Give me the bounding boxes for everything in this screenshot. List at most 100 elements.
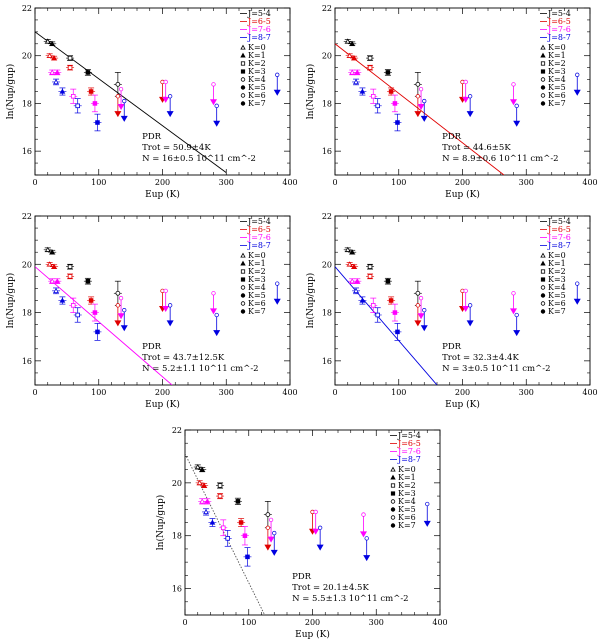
data-point <box>199 466 206 472</box>
data-point <box>201 482 208 488</box>
legend-label: J=5-4 <box>397 431 421 440</box>
data-point <box>67 274 73 279</box>
upper-limit-arrow <box>117 104 125 111</box>
fit-annotation: Trot = 50.9±4K <box>142 143 211 153</box>
y-tick-label: 16 <box>22 147 32 156</box>
legend-symbol-label: K=0 <box>398 465 416 474</box>
data-point <box>346 52 353 58</box>
data-point <box>359 297 366 303</box>
upper-limit-arrow <box>120 325 128 332</box>
data-point <box>95 329 100 335</box>
x-axis-title: Eup (K) <box>445 399 480 410</box>
x-tick-label: 100 <box>391 388 406 397</box>
upper-limit-arrow <box>360 531 367 538</box>
upper-limit-arrow <box>462 305 470 312</box>
upper-limit-point <box>418 295 424 301</box>
panel-middle-left: 0 100 200 300 400 16 18 20 22 Eup (K) ln(Nup/gup) J… <box>5 212 298 410</box>
x-axis-title: Eup (K) <box>145 399 180 410</box>
upper-limit-arrow <box>510 99 517 106</box>
y-tick-label: 22 <box>22 4 32 13</box>
x-tick-label: 400 <box>282 388 297 397</box>
legend-symbol-label: K=2 <box>248 267 266 276</box>
data-point <box>385 70 391 75</box>
upper-limit-point <box>118 86 124 92</box>
y-tick-label: 22 <box>172 426 182 435</box>
fit-annotation: N = 3±0.5 10^11 cm^-2 <box>442 364 550 374</box>
y-tick-label: 20 <box>172 479 182 488</box>
fit-line <box>335 266 438 385</box>
data-point <box>44 38 51 44</box>
y-tick-label: 18 <box>322 309 332 318</box>
y-tick-label: 18 <box>22 99 32 108</box>
x-tick-label: 400 <box>582 178 597 187</box>
data-point <box>349 40 356 46</box>
legend-label: J=6-5 <box>547 17 571 26</box>
x-tick-label: 200 <box>455 388 470 397</box>
fit-line <box>35 31 227 173</box>
upper-limit-arrow <box>573 89 581 96</box>
y-tick-label: 18 <box>172 532 182 541</box>
data-point <box>46 261 53 267</box>
data-layer <box>335 246 581 385</box>
upper-limit-arrow <box>166 111 174 118</box>
data-point <box>388 298 394 303</box>
upper-limit-arrow <box>162 96 170 103</box>
x-tick-label: 300 <box>519 388 534 397</box>
upper-limit-point <box>418 86 424 92</box>
data-point <box>415 81 421 87</box>
data-layer <box>35 31 281 173</box>
x-tick-label: 100 <box>91 388 106 397</box>
x-tick-label: 200 <box>155 388 170 397</box>
legend-symbol-label: K=0 <box>548 251 566 260</box>
upper-limit-arrow <box>420 115 428 122</box>
legend-symbol <box>540 93 546 98</box>
fit-line <box>185 453 266 615</box>
legend-symbol-label: K=5 <box>398 505 416 514</box>
upper-limit-point <box>468 94 473 99</box>
upper-limit-point <box>463 288 468 293</box>
legend-symbol <box>540 269 546 274</box>
data-point <box>217 483 223 488</box>
data-point <box>115 290 121 296</box>
y-tick-label: 22 <box>322 212 332 221</box>
legend-symbol-label: K=0 <box>248 251 266 260</box>
legend-symbol-label: K=4 <box>548 283 566 292</box>
x-tick-label: 0 <box>332 178 337 187</box>
upper-limit-point <box>211 82 216 87</box>
y-axis-title: ln(Nup/gup) <box>305 273 316 328</box>
legend-symbol <box>540 260 546 266</box>
upper-limit-arrow <box>213 330 221 337</box>
legend-label: J=5-4 <box>547 217 571 226</box>
x-axis-title: Eup (K) <box>295 629 330 640</box>
y-tick-label: 16 <box>22 357 32 366</box>
upper-limit-point <box>122 98 127 104</box>
data-layer <box>35 246 281 385</box>
y-axis-title: ln(Nup/gup) <box>5 64 16 119</box>
legend-symbol-label: K=1 <box>398 473 416 482</box>
upper-limit-arrow <box>166 320 174 327</box>
legend-symbol-label: K=4 <box>248 75 266 84</box>
legend-symbol <box>540 309 546 314</box>
upper-limit-point <box>275 72 280 77</box>
x-tick-label: 100 <box>391 178 406 187</box>
legend-symbol-label: K=3 <box>248 67 266 76</box>
upper-limit-arrow <box>513 120 521 127</box>
upper-limit-arrow <box>312 528 320 535</box>
legend-symbol-label: K=6 <box>248 91 266 100</box>
upper-limit-arrow <box>466 320 474 327</box>
legend-symbol <box>540 61 546 66</box>
legend-symbol-label: K=7 <box>548 307 566 316</box>
x-tick-label: 200 <box>155 178 170 187</box>
y-tick-label: 20 <box>322 260 332 269</box>
legend-label: J=5-4 <box>247 217 271 226</box>
data-point <box>44 246 51 252</box>
upper-limit-point <box>214 312 219 318</box>
upper-limit-arrow <box>210 99 217 106</box>
legend-symbol <box>240 309 246 314</box>
data-point <box>351 263 358 269</box>
legend-label: J=5-4 <box>247 9 271 18</box>
data-point <box>209 519 216 525</box>
upper-limit-arrow <box>414 320 422 327</box>
upper-limit-arrow <box>162 305 170 312</box>
